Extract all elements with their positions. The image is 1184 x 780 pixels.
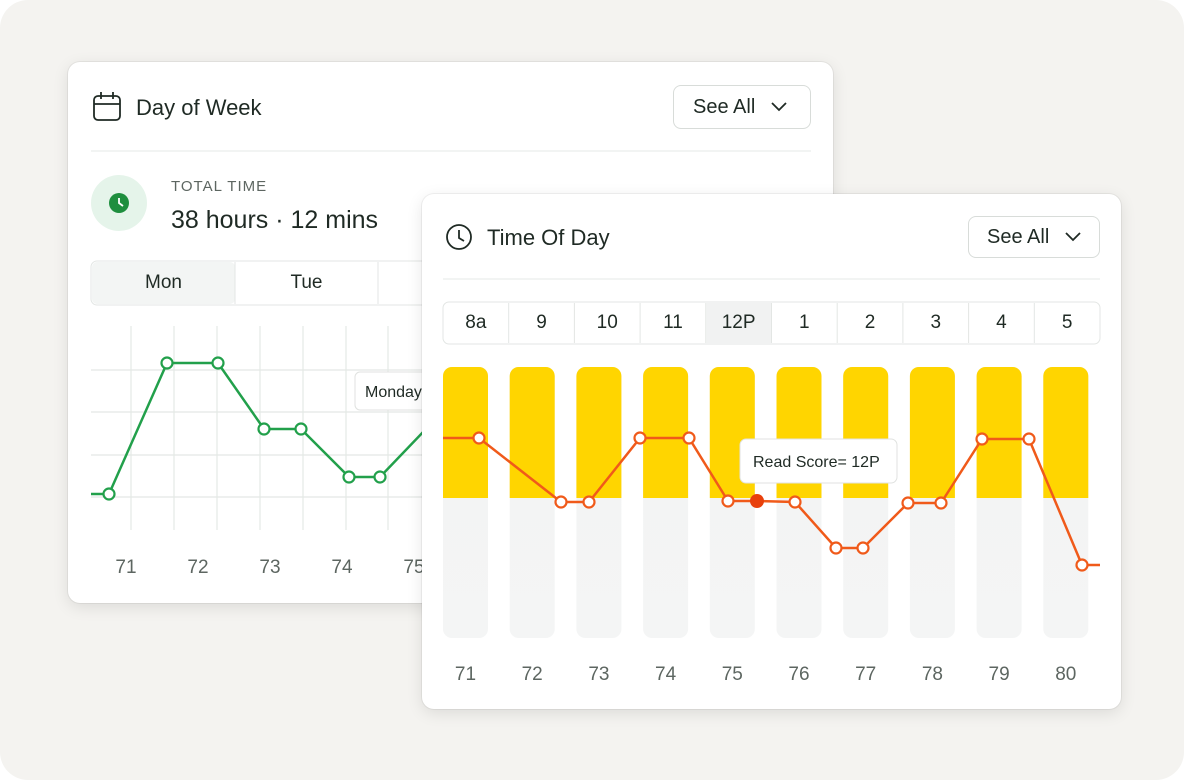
hour-cell[interactable]: 9 (536, 312, 547, 333)
x-label: 72 (521, 664, 543, 685)
hour-cell[interactable]: 1 (799, 312, 810, 333)
see-all-button[interactable]: See All (673, 85, 811, 129)
bar-top (643, 367, 689, 498)
time-chart: Read Score= 12P (442, 224, 1101, 638)
bar-top (909, 367, 955, 498)
tooltip: Read Score= 12P (753, 454, 880, 471)
chevron (1065, 232, 1081, 242)
tooltip-box (739, 438, 898, 484)
x-label: 75 (403, 557, 424, 578)
time-card: Read Score= 12P Time Of Day See All 8a 9 1… (422, 194, 1121, 709)
bar-top (1043, 367, 1089, 498)
chevron (771, 102, 787, 112)
hour-cell[interactable]: 2 (864, 312, 876, 333)
hour-cell[interactable]: 8a (465, 312, 487, 333)
x-label: 71 (115, 557, 136, 578)
cell-selected (706, 303, 771, 343)
x-label: 75 (721, 664, 743, 685)
total-label: TOTAL TIME (171, 178, 268, 195)
hour-cell[interactable]: 12P (721, 312, 756, 333)
total-value: 38 hours · 12 mins (171, 206, 379, 234)
card-title: Time Of Day (487, 225, 610, 250)
hour-cell[interactable]: 11 (663, 312, 683, 333)
see-all-button[interactable]: See All (968, 216, 1100, 258)
card-title: Day of Week (136, 95, 262, 120)
hour-cell[interactable]: 3 (930, 312, 942, 333)
button-label: See All (987, 225, 1050, 248)
x-label: 78 (921, 664, 943, 685)
x-label: 71 (454, 664, 477, 685)
bar-top (509, 367, 555, 498)
x-label: 73 (259, 557, 280, 578)
x-label: 79 (988, 664, 1010, 685)
tooltip: Monday (365, 384, 422, 401)
x-label: 72 (187, 557, 208, 578)
hour-cell[interactable]: 4 (996, 312, 1007, 333)
hour-cell[interactable]: 10 (596, 312, 618, 333)
tab[interactable]: Mon (145, 272, 182, 293)
bar-top (976, 367, 1022, 498)
bar-top (576, 367, 622, 498)
button-label: See All (693, 95, 756, 118)
x-label: 74 (331, 557, 353, 578)
x-label: 74 (655, 664, 677, 685)
x-label: 77 (855, 664, 877, 685)
x-label: 80 (1055, 664, 1077, 685)
tab[interactable]: Tue (290, 272, 323, 293)
bar-top (443, 367, 488, 498)
hour-cell[interactable]: 5 (1061, 312, 1073, 333)
x-label: 73 (588, 664, 610, 685)
x-label: 76 (788, 664, 810, 685)
